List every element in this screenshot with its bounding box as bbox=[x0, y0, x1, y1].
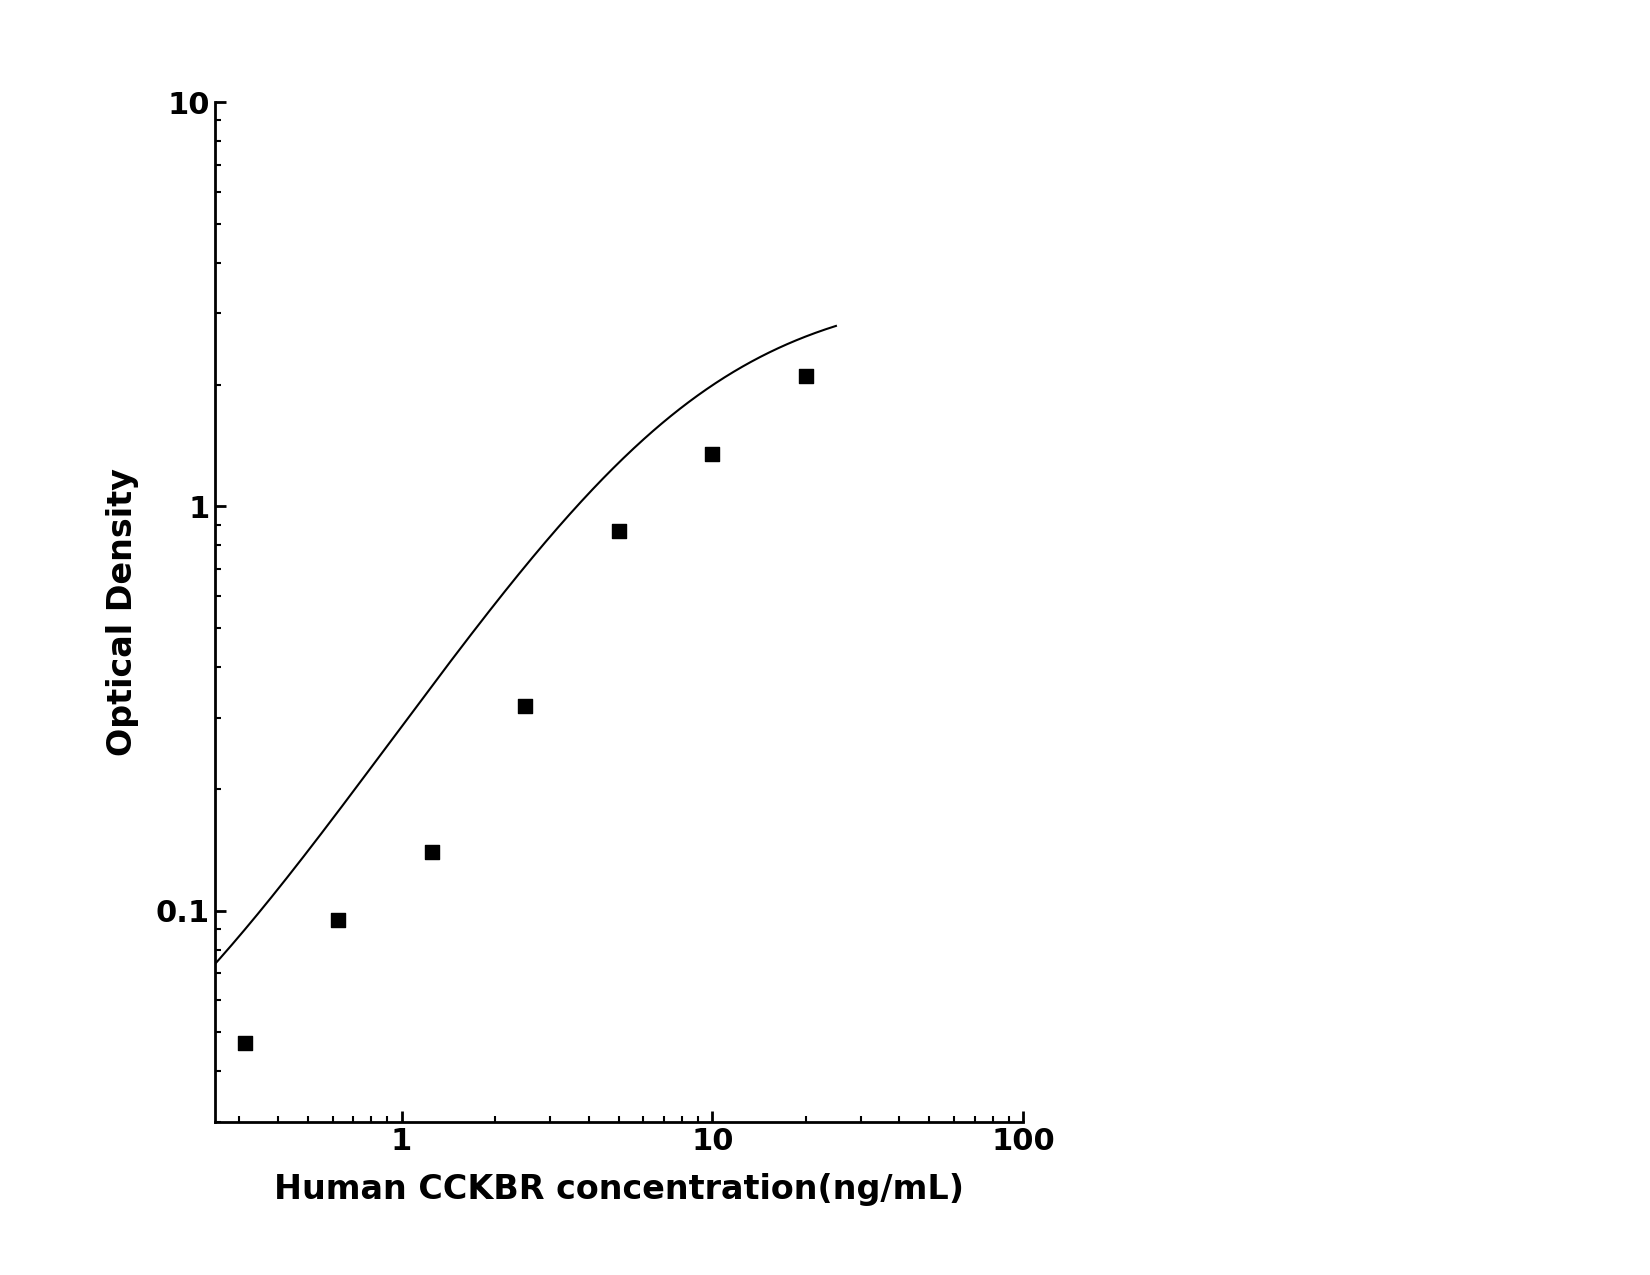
Point bbox=[792, 366, 818, 386]
X-axis label: Human CCKBR concentration(ng/mL): Human CCKBR concentration(ng/mL) bbox=[274, 1173, 964, 1206]
Point bbox=[419, 842, 446, 862]
Point bbox=[700, 444, 726, 464]
Y-axis label: Optical Density: Optical Density bbox=[106, 468, 139, 756]
Point bbox=[325, 909, 351, 929]
Point bbox=[231, 1033, 257, 1053]
Point bbox=[512, 696, 538, 717]
Point bbox=[606, 520, 632, 541]
